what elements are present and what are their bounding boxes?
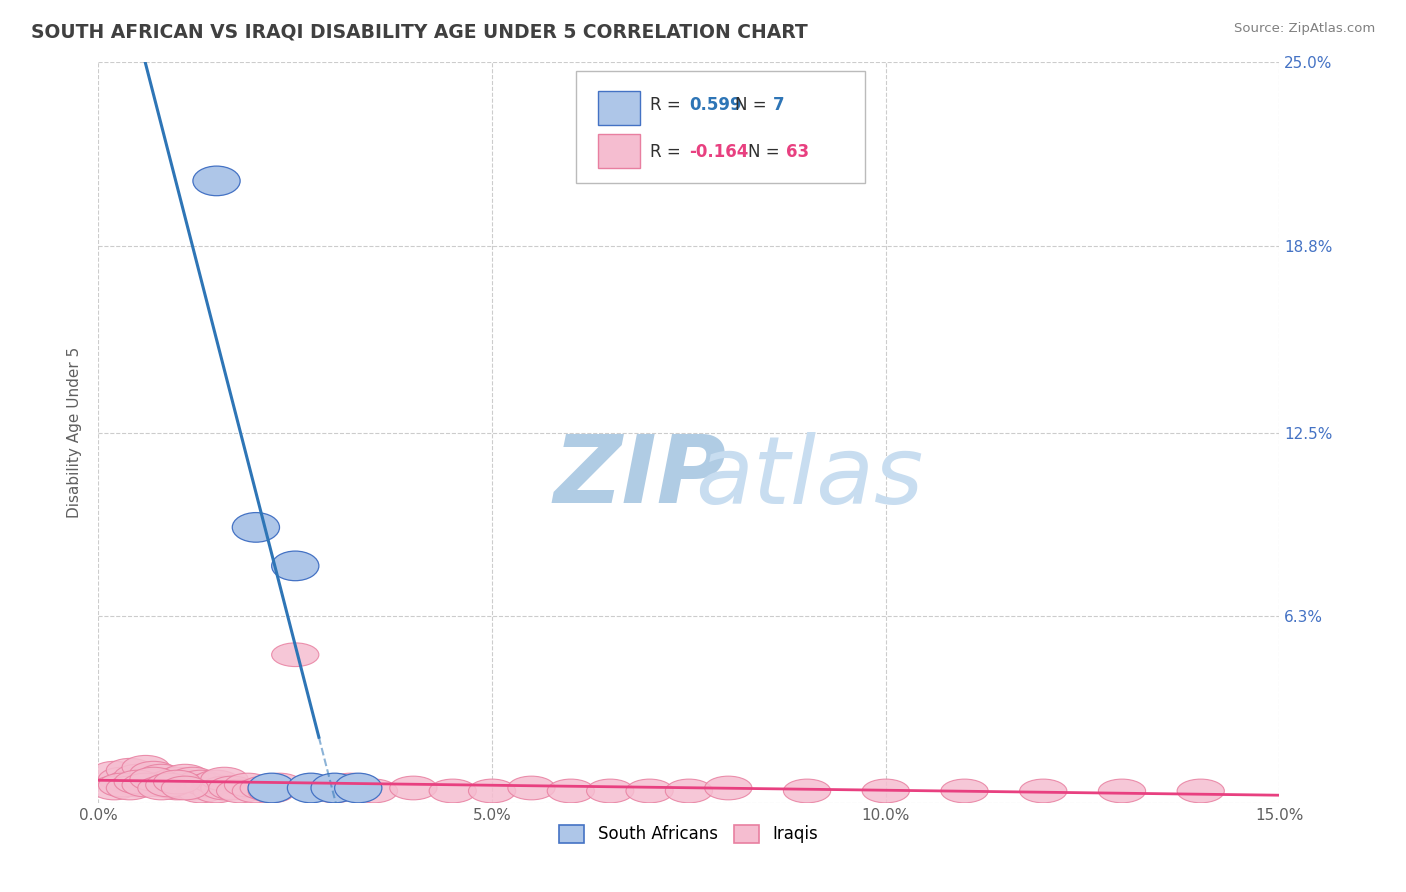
- Ellipse shape: [107, 758, 153, 782]
- Ellipse shape: [271, 551, 319, 581]
- Ellipse shape: [122, 767, 169, 791]
- Y-axis label: Disability Age Under 5: Disability Age Under 5: [67, 347, 83, 518]
- Ellipse shape: [114, 770, 162, 794]
- Ellipse shape: [201, 776, 247, 800]
- Ellipse shape: [169, 767, 217, 791]
- Ellipse shape: [98, 773, 146, 797]
- Ellipse shape: [129, 767, 177, 791]
- Ellipse shape: [138, 773, 186, 797]
- Ellipse shape: [107, 770, 153, 794]
- Ellipse shape: [90, 776, 138, 800]
- Ellipse shape: [247, 773, 295, 803]
- Ellipse shape: [240, 776, 287, 800]
- Ellipse shape: [193, 770, 240, 794]
- Ellipse shape: [468, 779, 516, 803]
- Ellipse shape: [1098, 779, 1146, 803]
- Ellipse shape: [129, 762, 177, 785]
- Ellipse shape: [232, 513, 280, 542]
- Ellipse shape: [225, 773, 271, 797]
- Ellipse shape: [1019, 779, 1067, 803]
- Ellipse shape: [232, 779, 280, 803]
- Text: R =: R =: [650, 143, 686, 161]
- Text: R =: R =: [650, 96, 686, 114]
- Ellipse shape: [586, 779, 634, 803]
- Text: 7: 7: [773, 96, 785, 114]
- Ellipse shape: [90, 762, 138, 785]
- Ellipse shape: [138, 764, 186, 788]
- Ellipse shape: [186, 773, 232, 797]
- Ellipse shape: [508, 776, 555, 800]
- Ellipse shape: [153, 767, 201, 791]
- Ellipse shape: [862, 779, 910, 803]
- Text: ZIP: ZIP: [553, 431, 725, 523]
- Legend: South Africans, Iraqis: South Africans, Iraqis: [553, 818, 825, 850]
- Ellipse shape: [271, 643, 319, 666]
- Ellipse shape: [114, 764, 162, 788]
- Ellipse shape: [146, 773, 193, 797]
- Ellipse shape: [201, 767, 247, 791]
- Ellipse shape: [177, 770, 225, 794]
- Ellipse shape: [783, 779, 831, 803]
- Ellipse shape: [98, 767, 146, 791]
- Ellipse shape: [169, 776, 217, 800]
- Ellipse shape: [1177, 779, 1225, 803]
- Ellipse shape: [138, 776, 186, 800]
- Ellipse shape: [122, 756, 169, 779]
- Ellipse shape: [941, 779, 988, 803]
- Ellipse shape: [350, 779, 398, 803]
- Ellipse shape: [129, 770, 177, 794]
- Ellipse shape: [114, 773, 162, 797]
- Ellipse shape: [217, 779, 264, 803]
- Ellipse shape: [287, 776, 335, 800]
- Ellipse shape: [287, 773, 335, 803]
- Ellipse shape: [547, 779, 595, 803]
- Ellipse shape: [162, 776, 208, 800]
- Ellipse shape: [162, 773, 208, 797]
- Ellipse shape: [193, 779, 240, 803]
- Ellipse shape: [208, 776, 256, 800]
- Ellipse shape: [162, 764, 208, 788]
- Text: Source: ZipAtlas.com: Source: ZipAtlas.com: [1234, 22, 1375, 36]
- Ellipse shape: [665, 779, 713, 803]
- Ellipse shape: [153, 776, 201, 800]
- Ellipse shape: [335, 773, 382, 803]
- Ellipse shape: [247, 779, 295, 803]
- Text: N =: N =: [748, 143, 785, 161]
- Text: 63: 63: [786, 143, 808, 161]
- Text: SOUTH AFRICAN VS IRAQI DISABILITY AGE UNDER 5 CORRELATION CHART: SOUTH AFRICAN VS IRAQI DISABILITY AGE UN…: [31, 22, 807, 41]
- Ellipse shape: [146, 770, 193, 794]
- Ellipse shape: [177, 779, 225, 803]
- Text: 0.599: 0.599: [689, 96, 741, 114]
- Ellipse shape: [626, 779, 673, 803]
- Ellipse shape: [193, 166, 240, 195]
- Ellipse shape: [389, 776, 437, 800]
- Ellipse shape: [107, 776, 153, 800]
- Text: atlas: atlas: [695, 432, 924, 523]
- Ellipse shape: [256, 773, 304, 797]
- Ellipse shape: [153, 770, 201, 794]
- Ellipse shape: [122, 773, 169, 797]
- Ellipse shape: [326, 773, 374, 797]
- Ellipse shape: [704, 776, 752, 800]
- Text: N =: N =: [735, 96, 772, 114]
- Ellipse shape: [429, 779, 477, 803]
- Ellipse shape: [311, 779, 359, 803]
- Ellipse shape: [311, 773, 359, 803]
- Text: -0.164: -0.164: [689, 143, 748, 161]
